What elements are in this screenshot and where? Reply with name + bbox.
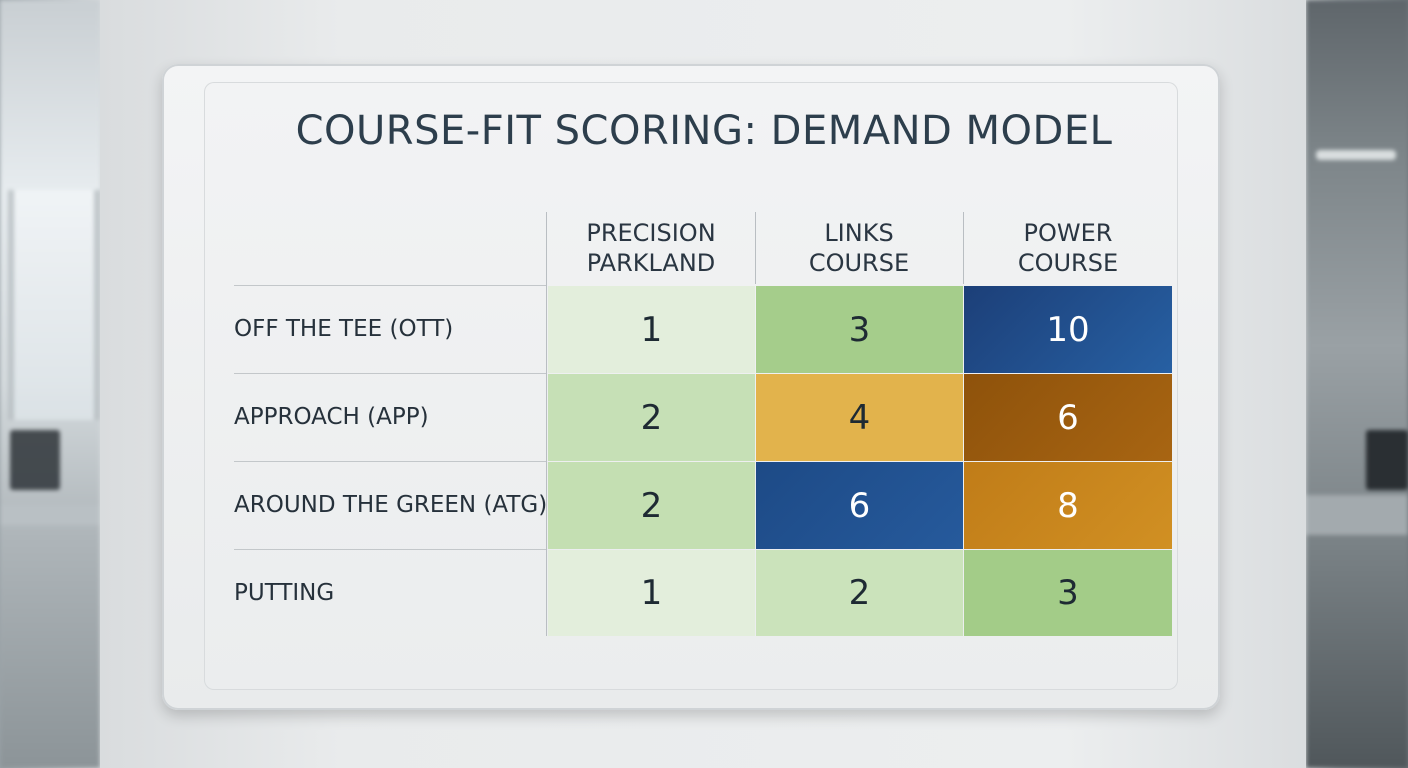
- column-header-line2: COURSE: [808, 249, 910, 277]
- score-cell: 8: [964, 462, 1172, 549]
- column-header-line1: PRECISION: [586, 219, 716, 247]
- column-header-links-course: LINKS COURSE: [756, 214, 962, 282]
- score-cell: 2: [548, 462, 755, 549]
- score-cell: 10: [964, 286, 1172, 373]
- board-title: COURSE-FIT SCORING: DEMAND MODEL: [295, 108, 1113, 154]
- blurred-office-left: [0, 0, 100, 768]
- score-cell: 3: [756, 286, 963, 373]
- column-header-line2: COURSE: [1017, 249, 1119, 277]
- row-label-around-the-green: AROUND THE GREEN (ATG): [234, 492, 548, 518]
- column-header-line2: PARKLAND: [586, 249, 716, 277]
- grid-divider-vertical: [963, 212, 964, 284]
- score-cell: 6: [756, 462, 963, 549]
- grid-divider-horizontal: [234, 373, 546, 374]
- row-label-approach: APPROACH (APP): [234, 404, 429, 430]
- score-cell: 3: [964, 550, 1172, 636]
- row-label-putting: PUTTING: [234, 580, 335, 606]
- monitor-blur: [10, 430, 60, 490]
- score-cell: 4: [756, 374, 963, 461]
- grid-divider-horizontal: [234, 285, 546, 286]
- score-cell: 2: [756, 550, 963, 636]
- window-blur: [8, 190, 100, 420]
- column-header-precision-parkland: PRECISION PARKLAND: [548, 214, 754, 282]
- grid-divider-horizontal: [234, 461, 546, 462]
- blurred-office-right: [1306, 0, 1408, 768]
- grid-divider-vertical: [546, 212, 547, 636]
- grid-divider-vertical: [755, 212, 756, 284]
- desk-blur: [1306, 495, 1408, 535]
- score-cell: 1: [548, 286, 755, 373]
- monitor-blur: [1366, 430, 1408, 490]
- score-cell: 2: [548, 374, 755, 461]
- ceiling-light-blur: [1316, 150, 1396, 160]
- column-header-power-course: POWER COURSE: [964, 214, 1172, 282]
- row-label-off-the-tee: OFF THE TEE (OTT): [234, 316, 454, 342]
- desk-blur: [0, 505, 100, 525]
- score-cell: 6: [964, 374, 1172, 461]
- score-cell: 1: [548, 550, 755, 636]
- column-header-line1: POWER: [1023, 219, 1113, 247]
- column-header-line1: LINKS: [824, 219, 894, 247]
- grid-divider-horizontal: [234, 549, 546, 550]
